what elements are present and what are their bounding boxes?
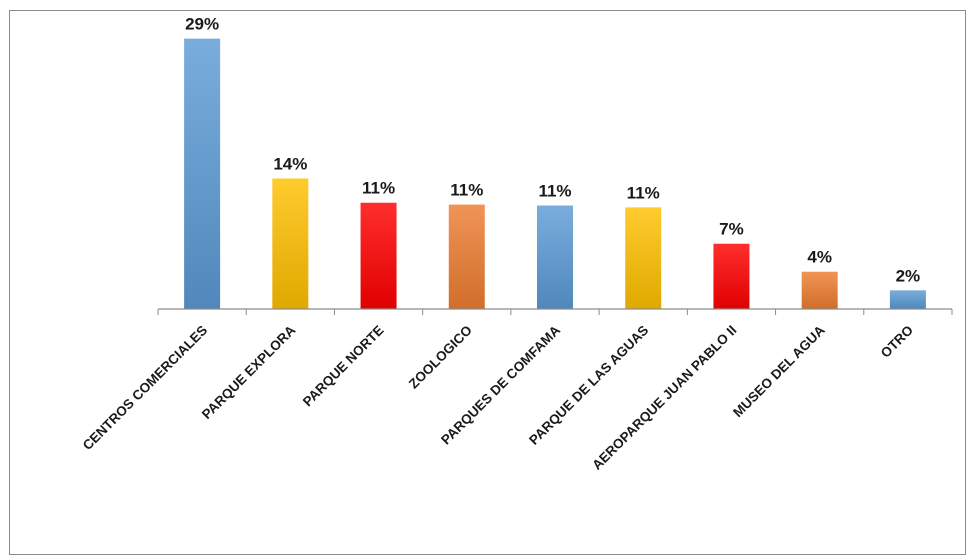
value-label: 11% [627,183,660,202]
bar-centros-comerciales [184,38,221,309]
x-axis-ticks [157,309,953,315]
bar-museo-del-agua [801,271,838,309]
bar-parque-explora [272,178,309,309]
category-label: MUSEO DEL AGUA [730,322,828,420]
value-labels: 29% 14% 11% 11% 11% 11% 7% 4% 2% [185,15,920,286]
value-label: 2% [896,266,921,285]
bar-zoologico [448,204,485,309]
category-label: CENTROS COMERCIALES [80,323,210,453]
value-label: 7% [719,220,744,239]
bar-parques-de-comfama [537,205,573,309]
category-label: PARQUE NORTE [300,323,387,410]
value-label: 14% [273,154,307,173]
value-label: 11% [538,182,571,201]
value-label: 11% [362,179,395,198]
bars-group [184,38,926,309]
value-label: 4% [807,248,832,267]
bar-aeroparque-juan-pablo-ii [713,243,750,309]
value-label: 11% [450,181,483,200]
category-label: ZOOLOGICO [406,323,475,392]
value-label: 29% [185,15,219,34]
category-label: AEROPARQUE JUAN PABLO II [589,323,739,473]
bar-otro [889,290,926,309]
category-label: OTRO [878,323,916,361]
bar-parque-de-las-aguas [625,207,662,309]
category-label: PARQUE EXPLORA [199,322,299,422]
bar-parque-norte [360,202,397,309]
